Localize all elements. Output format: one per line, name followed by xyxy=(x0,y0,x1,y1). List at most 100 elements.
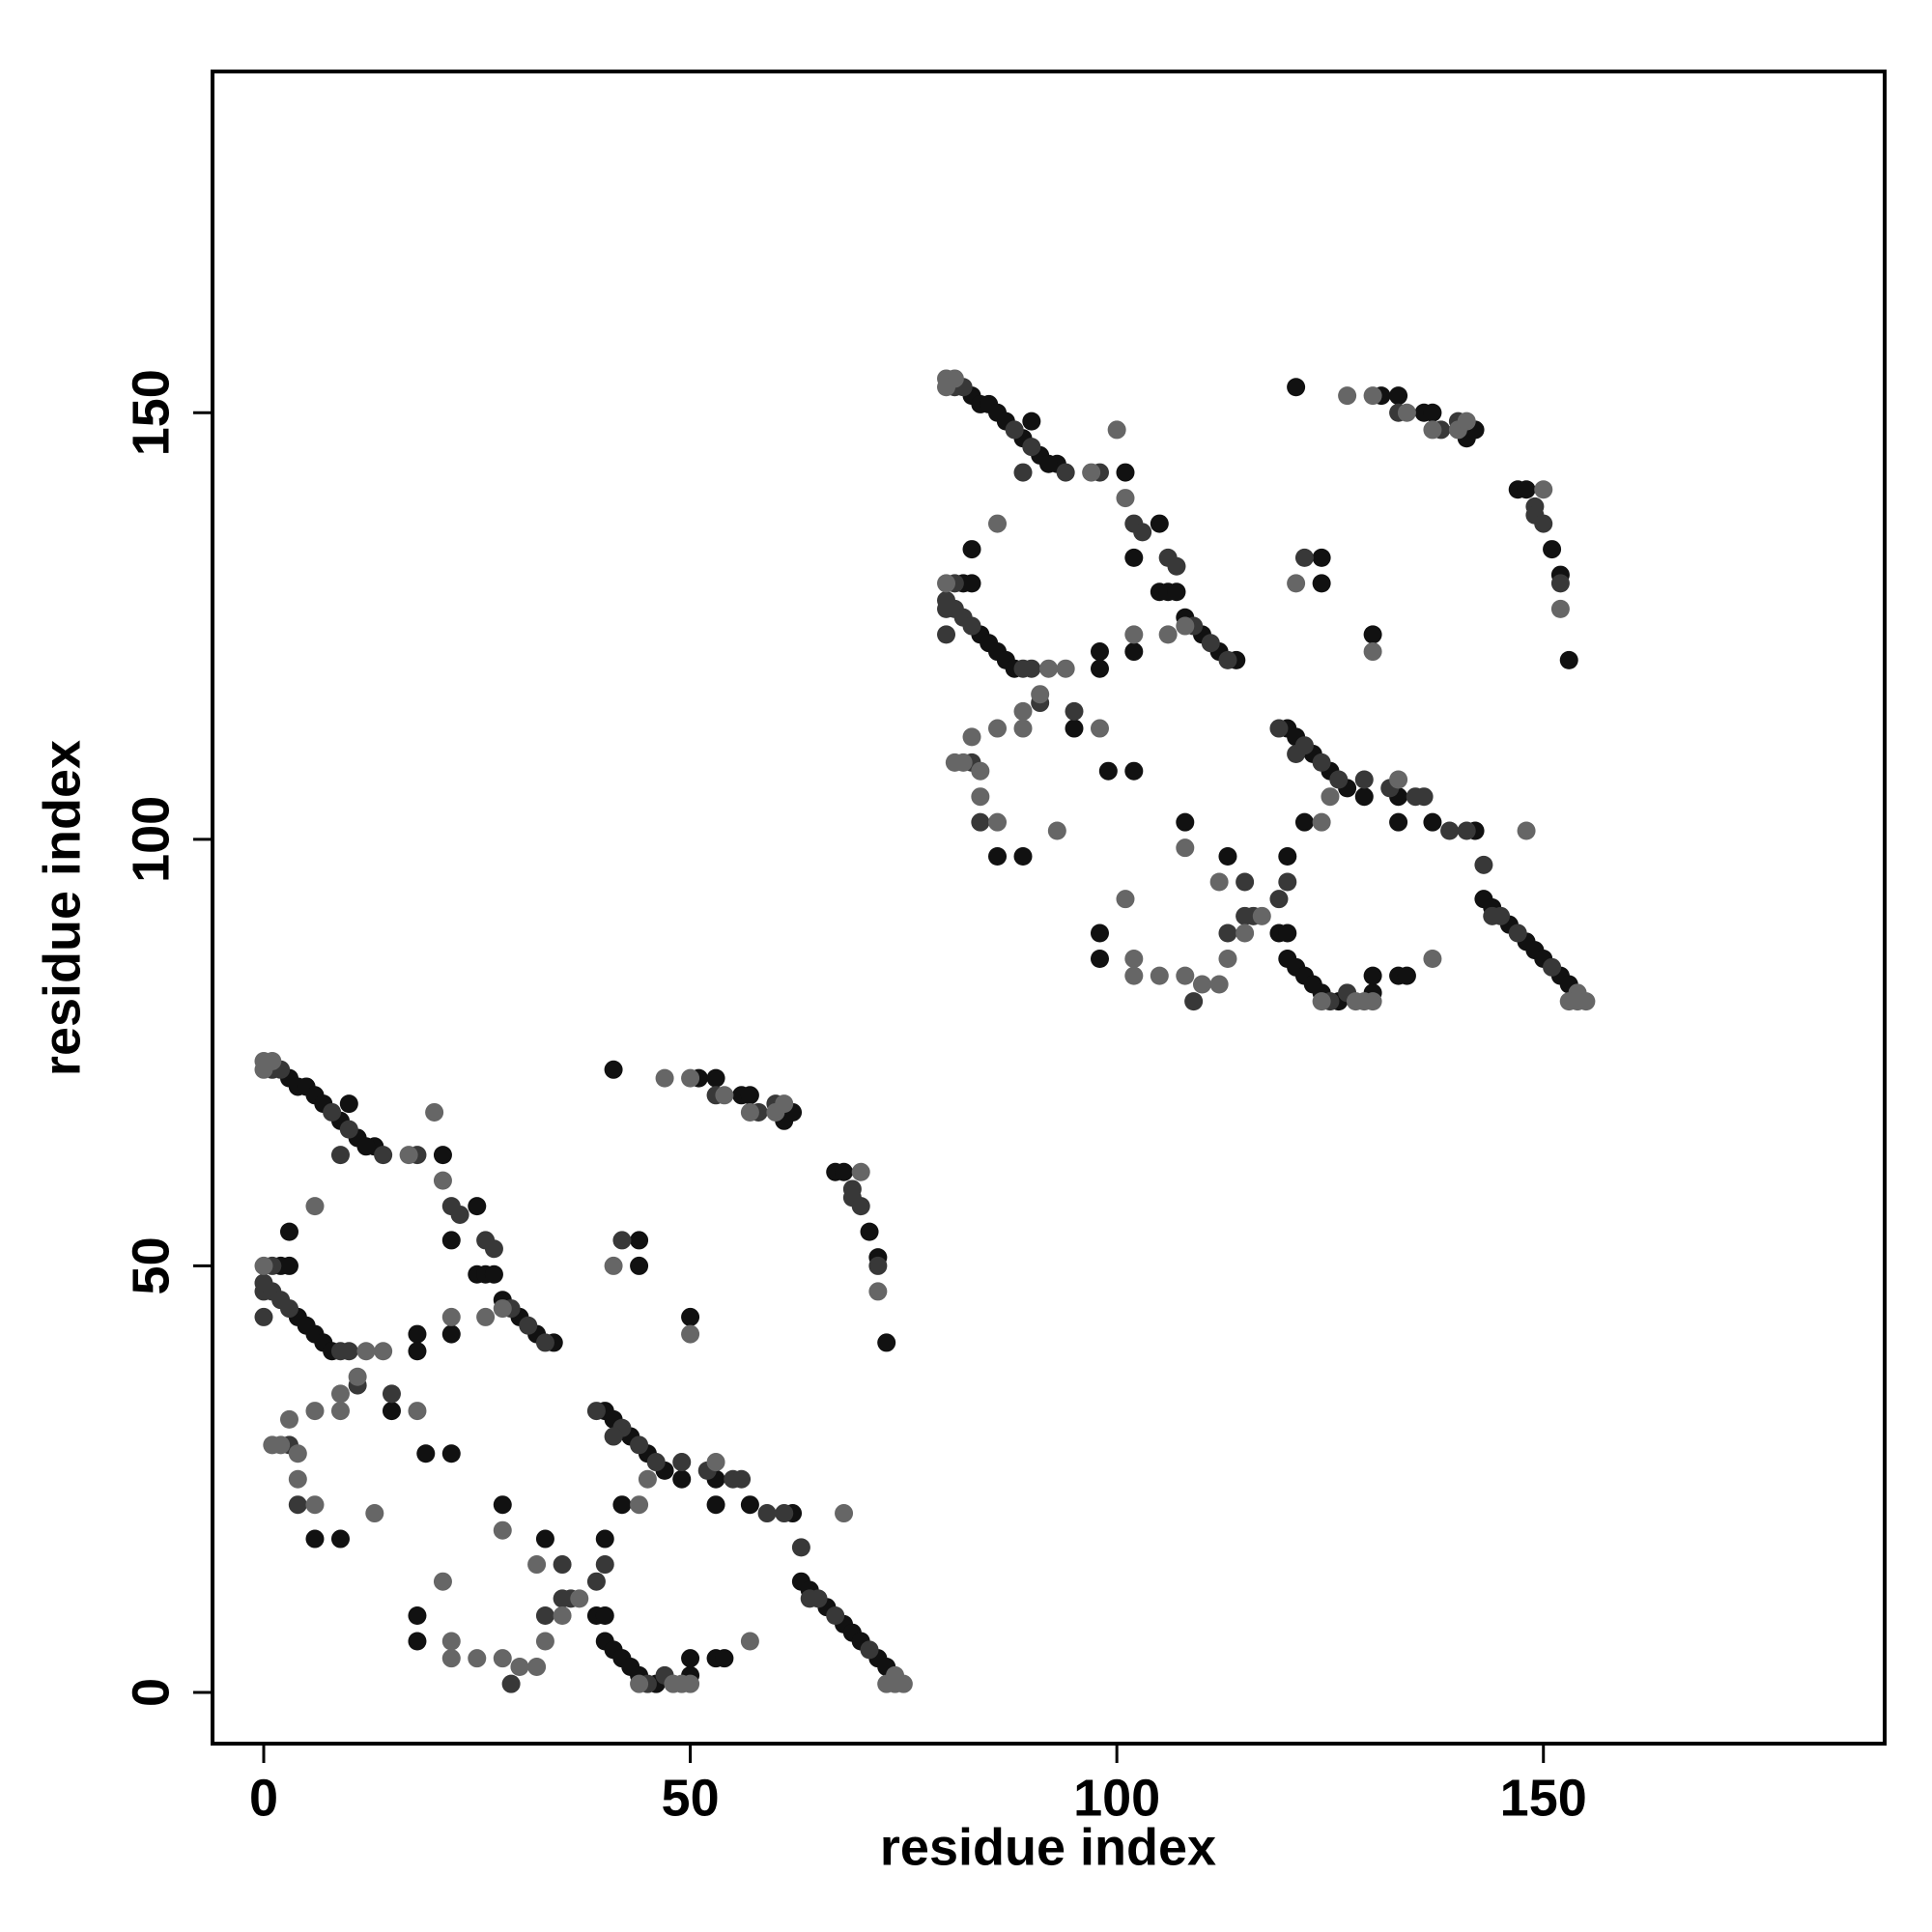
point xyxy=(1022,659,1041,678)
point xyxy=(535,1333,554,1352)
point xyxy=(476,1307,496,1326)
point xyxy=(1236,923,1255,943)
point xyxy=(1013,719,1033,738)
point xyxy=(1457,821,1476,840)
point xyxy=(1278,923,1297,943)
point xyxy=(953,753,973,772)
point xyxy=(1124,966,1144,985)
point xyxy=(1031,685,1050,704)
point xyxy=(1133,523,1152,542)
point xyxy=(1107,420,1126,440)
point xyxy=(254,1060,273,1079)
point xyxy=(1124,949,1144,968)
point xyxy=(937,625,956,644)
point xyxy=(655,1068,674,1088)
point xyxy=(962,574,981,593)
point xyxy=(595,1606,614,1626)
point xyxy=(339,1342,358,1361)
point xyxy=(1176,812,1195,832)
point xyxy=(851,1197,870,1216)
point xyxy=(468,1197,487,1216)
point xyxy=(1124,642,1144,662)
point xyxy=(433,1572,452,1591)
point xyxy=(279,1256,298,1275)
point xyxy=(638,1469,657,1489)
point xyxy=(1209,872,1229,892)
point xyxy=(279,1222,298,1241)
point xyxy=(706,1453,725,1472)
point xyxy=(1559,992,1578,1011)
point xyxy=(416,1444,436,1463)
x-tick-label: 50 xyxy=(662,1769,720,1827)
point xyxy=(630,1674,649,1693)
point xyxy=(279,1409,298,1429)
point xyxy=(493,1520,512,1540)
point xyxy=(1218,923,1237,943)
point xyxy=(1167,582,1186,602)
point xyxy=(835,1504,854,1523)
point xyxy=(1278,872,1297,892)
point xyxy=(971,812,990,832)
point xyxy=(399,1146,418,1165)
point xyxy=(1176,616,1195,636)
point xyxy=(1090,719,1109,738)
point xyxy=(288,1444,307,1463)
point xyxy=(408,1632,427,1651)
point xyxy=(1354,770,1374,789)
point xyxy=(468,1649,487,1668)
point xyxy=(715,1649,734,1668)
point xyxy=(826,1606,845,1626)
point xyxy=(1517,480,1536,499)
point xyxy=(348,1367,367,1386)
point xyxy=(1423,403,1442,422)
point xyxy=(962,727,981,747)
point xyxy=(1090,659,1109,678)
point xyxy=(1124,625,1144,644)
point xyxy=(1090,642,1109,662)
point xyxy=(1397,966,1416,985)
point xyxy=(988,514,1008,533)
point xyxy=(612,1231,632,1250)
point xyxy=(1056,659,1075,678)
point xyxy=(408,1402,427,1421)
point xyxy=(501,1674,521,1693)
point xyxy=(1559,650,1578,669)
point xyxy=(971,761,990,781)
point xyxy=(757,1504,777,1523)
point xyxy=(254,1256,273,1275)
point xyxy=(365,1504,384,1523)
point xyxy=(330,1146,350,1165)
point xyxy=(1474,855,1493,874)
point xyxy=(1423,949,1442,968)
point xyxy=(630,1256,649,1275)
point xyxy=(1550,574,1570,593)
point xyxy=(604,1060,623,1079)
point xyxy=(330,1529,350,1548)
point xyxy=(1047,821,1066,840)
point xyxy=(937,574,956,593)
point xyxy=(681,1307,700,1326)
point xyxy=(681,1324,700,1344)
point xyxy=(433,1146,452,1165)
point xyxy=(740,1086,759,1105)
point xyxy=(1312,992,1331,1011)
point xyxy=(937,378,956,397)
point xyxy=(1013,463,1033,482)
point xyxy=(630,1435,649,1455)
point xyxy=(1423,812,1442,832)
point xyxy=(1218,847,1237,867)
point xyxy=(441,1307,461,1326)
point xyxy=(254,1273,273,1293)
x-tick-label: 0 xyxy=(249,1769,278,1827)
point xyxy=(1005,420,1024,440)
x-axis-title: residue index xyxy=(880,1818,1216,1876)
point xyxy=(1167,556,1186,576)
point xyxy=(1176,838,1195,858)
point xyxy=(630,1495,649,1515)
point xyxy=(535,1632,554,1651)
point xyxy=(510,1658,529,1677)
point xyxy=(1201,634,1220,653)
point xyxy=(1294,548,1314,567)
y-tick-label: 50 xyxy=(122,1236,180,1294)
